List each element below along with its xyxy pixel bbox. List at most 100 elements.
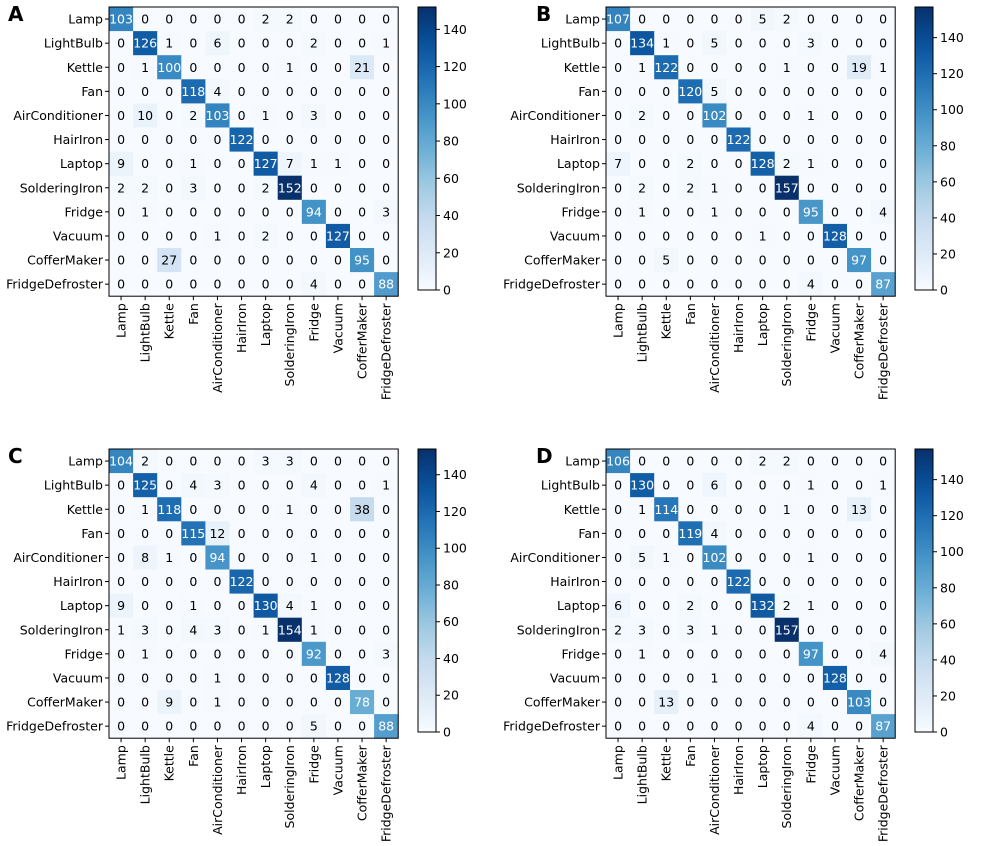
y-tick-label: HairIron <box>550 574 600 589</box>
cell-value: 2 <box>141 180 149 195</box>
cell-value: 0 <box>735 84 743 99</box>
heatmap-cell <box>277 223 303 249</box>
cell-value: 0 <box>807 60 815 75</box>
heatmap-cell <box>630 79 655 104</box>
cell-value: 0 <box>189 228 197 243</box>
heatmap-cell <box>229 199 254 225</box>
heatmap-cell <box>133 545 158 570</box>
heatmap-cell <box>205 151 230 177</box>
cell-value: 0 <box>614 60 622 75</box>
cell-value: 0 <box>165 646 173 661</box>
heatmap-cell <box>277 175 303 201</box>
heatmap-cell <box>229 641 254 667</box>
cell-value: 88 <box>378 719 394 734</box>
cell-value: 0 <box>238 622 246 637</box>
cell-value: 27 <box>161 253 177 268</box>
heatmap-cell <box>606 617 631 643</box>
heatmap-cell <box>181 272 206 297</box>
colorbar-frame <box>417 448 437 733</box>
heatmap-cell <box>847 272 872 297</box>
heatmap-cell <box>822 665 848 691</box>
heatmap-cell <box>109 199 134 225</box>
panel-letter: C <box>8 444 23 468</box>
cell-value: 0 <box>310 454 318 469</box>
colorbar-frame <box>914 448 934 733</box>
heatmap-cell <box>654 497 679 522</box>
heatmap-cell <box>350 521 375 546</box>
colorbar-tick-label: 20 <box>940 688 956 703</box>
heatmap-cell <box>678 545 703 570</box>
cell-value: 0 <box>831 695 839 710</box>
cell-value: 0 <box>638 574 646 589</box>
cell-value: 0 <box>382 180 390 195</box>
heatmap-cell <box>301 151 327 177</box>
colorbar-tick-label: 120 <box>443 504 467 519</box>
heatmap-cell <box>109 473 134 498</box>
heatmap-cell <box>109 248 134 273</box>
cell-value: 2 <box>686 598 694 613</box>
heatmap-cell <box>253 714 279 739</box>
heatmap-cell <box>871 545 896 570</box>
cell-value: 1 <box>783 502 791 517</box>
cell-value: 2 <box>783 598 791 613</box>
heatmap-cell <box>726 569 751 594</box>
heatmap-cell <box>325 55 351 80</box>
cell-value: 0 <box>358 108 366 123</box>
colorbar-tick-label: 140 <box>443 22 467 37</box>
cell-value: 3 <box>310 108 318 123</box>
y-tick-label: AirConditioner <box>510 108 601 123</box>
heatmap-cell <box>822 593 848 619</box>
cell-value: 0 <box>334 478 342 493</box>
cell-value: 1 <box>382 478 390 493</box>
cell-value: 0 <box>735 36 743 51</box>
cell-value: 0 <box>310 695 318 710</box>
cell-value: 0 <box>686 60 694 75</box>
cell-value: 5 <box>310 719 318 734</box>
cell-value: 1 <box>638 60 646 75</box>
heatmap-cell <box>630 545 655 570</box>
cell-value: 2 <box>286 12 294 27</box>
heatmap-cell <box>350 31 375 56</box>
cell-value: 0 <box>358 180 366 195</box>
heatmap-cell <box>133 127 158 152</box>
x-tick-label: Laptop <box>755 303 770 346</box>
heatmap-cell <box>702 79 727 104</box>
heatmap-cell <box>606 79 631 104</box>
cell-value: 0 <box>710 454 718 469</box>
cell-value: 0 <box>807 84 815 99</box>
x-tick-label: Kettle <box>162 303 177 340</box>
heatmap-cell <box>229 690 254 715</box>
cell-value: 0 <box>855 156 863 171</box>
cell-value: 0 <box>879 108 887 123</box>
cell-value: 0 <box>382 253 390 268</box>
heatmap-cell <box>702 151 727 177</box>
cell-value: 5 <box>662 253 670 268</box>
heatmap-cell <box>654 55 679 80</box>
cell-value: 0 <box>759 670 767 685</box>
cell-value: 0 <box>686 502 694 517</box>
heatmap-cell <box>871 449 896 474</box>
y-tick-label: AirConditioner <box>13 108 104 123</box>
heatmap-cell <box>678 617 703 643</box>
cell-value: 0 <box>165 228 173 243</box>
heatmap-cell <box>871 617 896 643</box>
cell-value: 13 <box>851 502 867 517</box>
heatmap-cell <box>606 272 631 297</box>
heatmap-cell <box>678 473 703 498</box>
heatmap-cell <box>301 7 327 32</box>
cell-value: 1 <box>213 695 221 710</box>
heatmap-cell <box>374 449 399 474</box>
cell-value: 0 <box>189 646 197 661</box>
heatmap-cell <box>702 690 727 715</box>
heatmap-cell <box>133 617 158 643</box>
heatmap-cell <box>157 175 182 201</box>
heatmap-cell <box>301 690 327 715</box>
y-tick-label: HairIron <box>53 132 103 147</box>
heatmap-cell <box>774 175 800 201</box>
heatmap-cell <box>750 593 776 619</box>
cell-value: 0 <box>334 622 342 637</box>
heatmap-cell <box>822 248 848 273</box>
cell-value: 128 <box>823 670 847 685</box>
heatmap-cell <box>774 521 800 546</box>
heatmap-cell <box>157 473 182 498</box>
